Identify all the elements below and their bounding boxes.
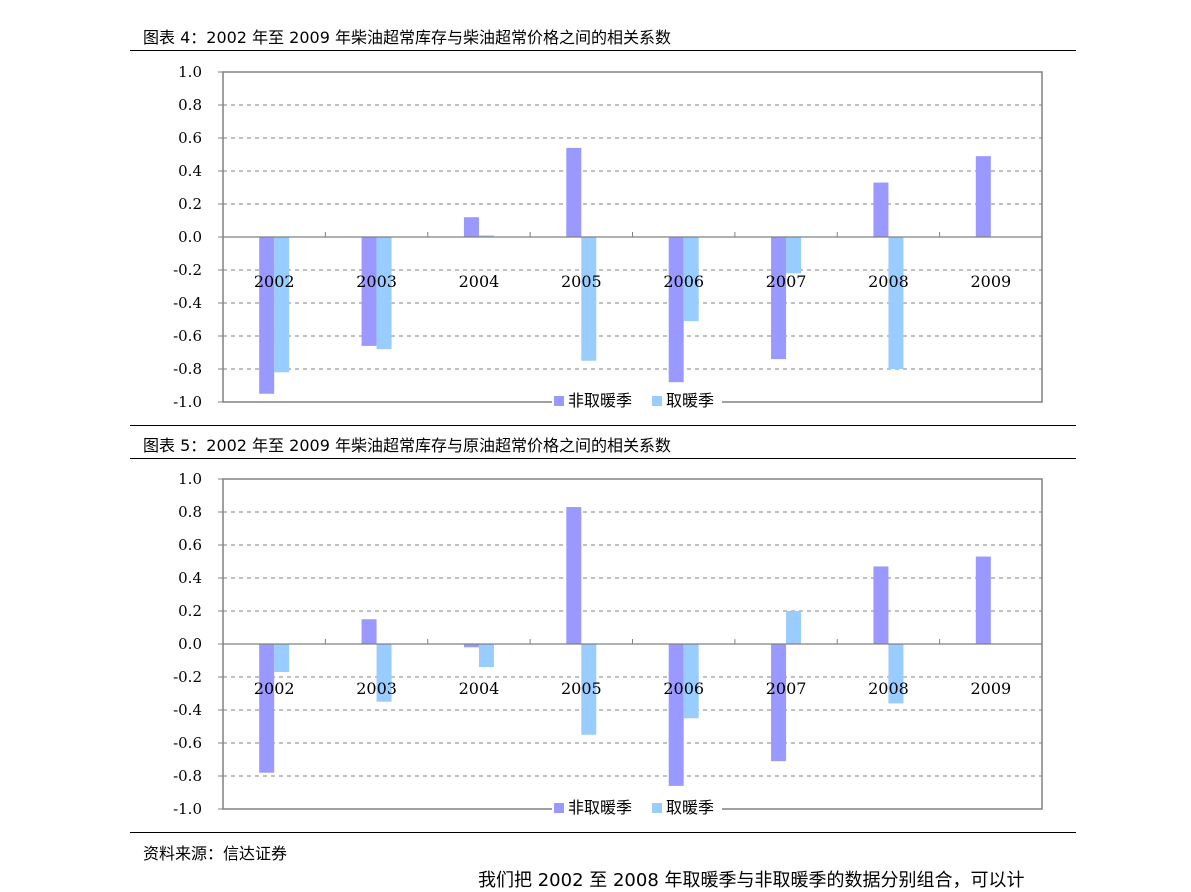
figure-4-chart: 1.0 0.8 0.6 0.4 0.2 0.0 -0.2 -0.4 -0.6 -0.8 -1.0 20… bbox=[130, 56, 1076, 422]
y-tick-label: 1.0 bbox=[178, 63, 202, 81]
x-category-label: 2008 bbox=[868, 272, 909, 291]
y-tick-label: 0.0 bbox=[178, 635, 202, 653]
legend-label: 非取暖季 bbox=[568, 391, 632, 410]
y-tick-label: 1.0 bbox=[178, 470, 202, 488]
x-category-label: 2002 bbox=[254, 679, 295, 698]
legend-box bbox=[552, 797, 722, 819]
figure-4-top-rule bbox=[130, 50, 1076, 51]
x-category-label: 2008 bbox=[868, 679, 909, 698]
y-tick-label: -0.8 bbox=[173, 767, 202, 785]
x-category-label: 2005 bbox=[561, 272, 602, 291]
legend-label: 取暖季 bbox=[666, 391, 714, 410]
bar-heating bbox=[376, 644, 392, 702]
bar-heating bbox=[683, 237, 699, 322]
bar-heating bbox=[888, 237, 904, 369]
figure-4-caption: 图表 4：2002 年至 2009 年柴油超常库存与柴油超常价格之间的相关系数 bbox=[143, 28, 671, 47]
x-category-label: 2006 bbox=[663, 679, 704, 698]
bar-heating bbox=[888, 644, 904, 704]
figure-5-chart: 1.0 0.8 0.6 0.4 0.2 0.0 -0.2 -0.4 -0.6 -0.8 -1.0 20… bbox=[130, 463, 1076, 829]
bar-non-heating bbox=[873, 182, 889, 237]
bar-non-heating bbox=[771, 237, 787, 360]
x-category-label: 2004 bbox=[459, 272, 500, 291]
y-tick-label: -0.8 bbox=[173, 360, 202, 378]
legend-label: 非取暖季 bbox=[568, 798, 632, 817]
figure-4-svg: 1.0 0.8 0.6 0.4 0.2 0.0 -0.2 -0.4 -0.6 -0.8 -1.0 20… bbox=[173, 63, 1043, 412]
bar-non-heating bbox=[463, 217, 479, 237]
bar-non-heating bbox=[873, 566, 889, 644]
x-category-label: 2005 bbox=[561, 679, 602, 698]
x-category-label: 2006 bbox=[663, 272, 704, 291]
bar-heating bbox=[786, 237, 802, 274]
legend-swatch bbox=[652, 803, 662, 813]
y-tick-label: -0.4 bbox=[173, 701, 202, 719]
y-tick-label: -0.2 bbox=[173, 668, 202, 686]
y-tick-label: 0.4 bbox=[178, 569, 202, 587]
bar-heating bbox=[376, 237, 392, 350]
bar-heating bbox=[581, 644, 597, 735]
y-tick-label: -0.2 bbox=[173, 261, 202, 279]
x-category-label: 2004 bbox=[459, 679, 500, 698]
bar-heating bbox=[274, 644, 290, 673]
x-category-label: 2007 bbox=[766, 272, 807, 291]
x-category-label: 2007 bbox=[766, 679, 807, 698]
y-tick-label: 0.8 bbox=[178, 503, 202, 521]
y-tick-label: 0.2 bbox=[178, 195, 202, 213]
legend-label: 取暖季 bbox=[666, 798, 714, 817]
body-text-line: 我们把 2002 至 2008 年取暖季与非取暖季的数据分别组合，可以计 bbox=[478, 870, 1025, 891]
y-tick-label: -0.6 bbox=[173, 327, 202, 345]
bar-heating bbox=[478, 644, 494, 668]
bar-non-heating bbox=[463, 644, 479, 648]
x-category-label: 2003 bbox=[356, 679, 397, 698]
figure-5-top-rule bbox=[130, 458, 1076, 459]
figure-5-svg: 1.0 0.8 0.6 0.4 0.2 0.0 -0.2 -0.4 -0.6 -0.8 -1.0 20… bbox=[173, 470, 1043, 819]
figure-5-caption: 图表 5：2002 年至 2009 年柴油超常库存与原油超常价格之间的相关系数 bbox=[143, 436, 671, 455]
y-tick-label: -1.0 bbox=[173, 800, 202, 818]
y-tick-label: 0.2 bbox=[178, 602, 202, 620]
bar-heating bbox=[478, 235, 494, 237]
figure-4-bottom-rule bbox=[130, 425, 1076, 426]
bar-heating bbox=[581, 237, 597, 361]
y-tick-label: -0.6 bbox=[173, 734, 202, 752]
legend-swatch bbox=[554, 803, 564, 813]
x-category-label: 2009 bbox=[970, 679, 1011, 698]
legend-swatch bbox=[554, 396, 564, 406]
bar-heating bbox=[786, 611, 802, 644]
x-category-label: 2009 bbox=[970, 272, 1011, 291]
y-tick-label: 0.6 bbox=[178, 536, 202, 554]
x-category-label: 2003 bbox=[356, 272, 397, 291]
bar-non-heating bbox=[668, 644, 684, 786]
legend-swatch bbox=[652, 396, 662, 406]
y-tick-label: 0.4 bbox=[178, 162, 202, 180]
bar-non-heating bbox=[668, 237, 684, 383]
bar-non-heating bbox=[259, 237, 275, 394]
bar-non-heating bbox=[361, 237, 377, 346]
y-tick-label: -0.4 bbox=[173, 294, 202, 312]
source-note: 资料来源：信达证券 bbox=[143, 844, 288, 863]
bar-non-heating bbox=[361, 619, 377, 644]
bar-heating bbox=[683, 644, 699, 719]
y-tick-label: 0.0 bbox=[178, 228, 202, 246]
figure-5-bottom-rule bbox=[130, 832, 1076, 833]
bar-non-heating bbox=[975, 556, 991, 644]
bar-non-heating bbox=[771, 644, 787, 762]
y-tick-label: -1.0 bbox=[173, 393, 202, 411]
y-tick-label: 0.8 bbox=[178, 96, 202, 114]
bar-non-heating bbox=[975, 156, 991, 237]
legend-box bbox=[552, 390, 722, 412]
bar-non-heating bbox=[259, 644, 275, 773]
y-tick-label: 0.6 bbox=[178, 129, 202, 147]
bar-non-heating bbox=[566, 507, 582, 644]
x-category-label: 2002 bbox=[254, 272, 295, 291]
bar-heating bbox=[274, 237, 290, 373]
bar-non-heating bbox=[566, 147, 582, 237]
